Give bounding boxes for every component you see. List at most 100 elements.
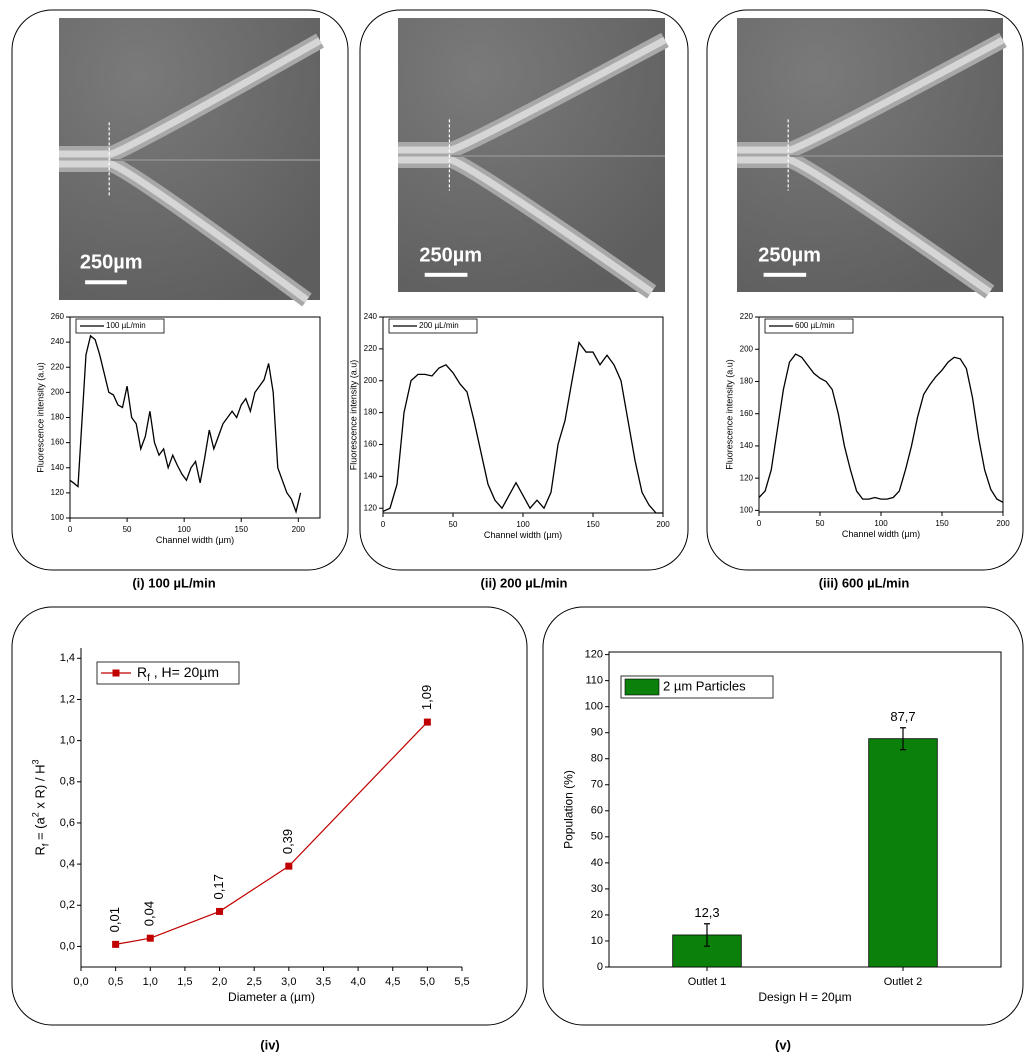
legend-label: 2 µm Particles: [663, 678, 746, 693]
x-tick-label: 1,0: [143, 976, 158, 988]
y-tick-label: 100: [51, 513, 65, 522]
y-tick-label: 1,2: [60, 693, 75, 705]
y-tick-label: 180: [51, 413, 65, 422]
panel: [706, 9, 1024, 571]
y-tick-label: 30: [591, 883, 603, 895]
data-label: 0,39: [280, 829, 295, 854]
x-axis-title: Channel width (µm): [156, 535, 234, 545]
y-tick-label: 1,4: [60, 652, 75, 664]
data-label: 87,7: [890, 709, 915, 724]
x-tick-label: 0,0: [73, 976, 88, 988]
y-tick-label: 60: [591, 805, 603, 817]
legend-label: 200 µL/min: [419, 321, 459, 330]
y-tick-label: 0,2: [60, 899, 75, 911]
y-tick-label: 220: [740, 312, 754, 321]
rich-label: Rf , H= 20µm: [137, 664, 219, 684]
panel: [11, 606, 528, 1026]
y-tick-label: 240: [51, 337, 65, 346]
panel-caption: (i) 100 µL/min: [132, 575, 215, 590]
x-tick-label: 4,5: [385, 976, 400, 988]
data-marker: [285, 862, 293, 870]
panel-caption: (ii) 200 µL/min: [481, 575, 568, 590]
panel: [542, 606, 1024, 1026]
channel: [737, 36, 1005, 154]
x-tick-label: 5,0: [420, 976, 435, 988]
panel-caption: (iii) 600 µL/min: [819, 575, 910, 590]
bar: [868, 738, 938, 968]
channel: [398, 156, 654, 295]
panel: [359, 9, 689, 571]
x-axis-title: Channel width (µm): [484, 530, 562, 540]
x-tick-label: 2,5: [247, 976, 262, 988]
plot-frame: [758, 316, 1004, 513]
x-tick-label: 3,5: [316, 976, 331, 988]
plot-frame: [608, 651, 1002, 968]
y-tick-label: 240: [364, 312, 378, 321]
scale-bar-label: 250µm: [758, 245, 821, 267]
legend-box: [75, 318, 165, 334]
y-tick-label: 100: [740, 505, 754, 514]
y-tick-label: 0,4: [60, 858, 75, 870]
x-tick-label: 0,5: [108, 976, 123, 988]
y-tick-label: 120: [585, 649, 603, 661]
x-tick-label: 200: [292, 525, 306, 534]
y-tick-label: 50: [591, 831, 603, 843]
x-tick-label: Outlet 2: [884, 976, 923, 988]
channel: [398, 36, 667, 154]
y-tick-label: 120: [740, 473, 754, 482]
x-tick-label: 0: [757, 519, 762, 528]
y-tick-label: 120: [364, 503, 378, 512]
y-tick-label: 160: [364, 440, 378, 449]
scale-bar-label: 250µm: [419, 245, 482, 267]
data-marker: [216, 907, 224, 915]
label-part: 2: [31, 812, 41, 817]
scale-bar: [85, 280, 127, 285]
x-tick-label: 100: [177, 525, 191, 534]
legend-swatch: [624, 678, 660, 696]
label-part: R: [33, 846, 48, 855]
y-tick-label: 160: [740, 409, 754, 418]
y-tick-label: 40: [591, 857, 603, 869]
y-tick-label: 80: [591, 753, 603, 765]
y-tick-label: 110: [585, 675, 603, 687]
legend-label: 100 µL/min: [106, 321, 146, 330]
legend-marker: [112, 669, 120, 677]
error-bar: [900, 727, 906, 751]
x-tick-label: 50: [816, 519, 825, 528]
data-line: [758, 353, 1004, 503]
y-tick-label: 20: [591, 909, 603, 921]
x-axis-title: Design H = 20µm: [758, 990, 851, 1004]
x-axis-title: Channel width (µm): [842, 529, 920, 539]
label-part: f: [147, 673, 150, 684]
y-axis-title: Fluorescence intensity (a.u): [36, 362, 46, 473]
rich-label: Rf = (a2 x R) / H3: [31, 759, 51, 855]
data-label: 1,09: [419, 685, 434, 710]
y-tick-label: 200: [364, 376, 378, 385]
y-tick-label: 200: [51, 387, 65, 396]
y-tick-label: 140: [51, 463, 65, 472]
channel: [59, 160, 310, 303]
x-tick-label: 2,0: [212, 976, 227, 988]
label-part: = (a: [33, 816, 48, 843]
y-tick-label: 120: [51, 488, 65, 497]
y-tick-label: 220: [364, 344, 378, 353]
y-tick-label: 220: [51, 362, 65, 371]
x-tick-label: 1,5: [177, 976, 192, 988]
error-bar: [704, 923, 710, 947]
y-tick-label: 10: [591, 935, 603, 947]
scale-bar-label: 250µm: [80, 252, 143, 274]
x-tick-label: 4,0: [350, 976, 365, 988]
y-tick-label: 100: [585, 701, 603, 713]
x-tick-label: 50: [123, 525, 132, 534]
data-marker: [146, 934, 154, 942]
x-tick-label: 200: [656, 520, 670, 529]
x-tick-label: 5,5: [454, 976, 469, 988]
data-line: [382, 340, 663, 514]
x-tick-label: 100: [516, 520, 530, 529]
data-line: [115, 721, 428, 945]
panel: [11, 9, 349, 571]
scale-bar: [424, 272, 468, 277]
y-tick-label: 0: [597, 961, 603, 973]
y-tick-label: 180: [740, 377, 754, 386]
plot-frame: [69, 316, 321, 519]
